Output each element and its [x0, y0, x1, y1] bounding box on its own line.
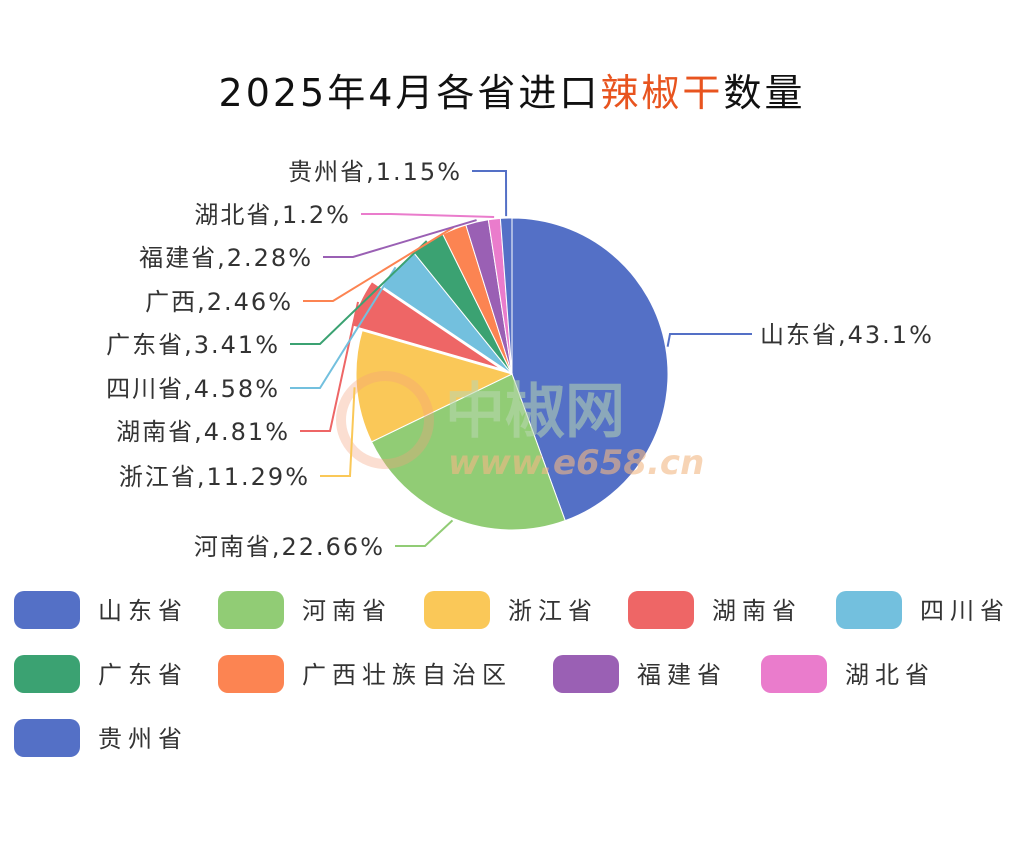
legend-swatch [836, 591, 902, 629]
label-leader-line [320, 387, 356, 477]
label-leader-line [323, 219, 477, 258]
legend-label: 四川省 [920, 597, 1010, 625]
legend-swatch [14, 719, 80, 757]
slice-label: 四川省,4.58% [106, 375, 280, 403]
label-leader-line [666, 333, 752, 347]
legend-label: 广西壮族自治区 [302, 661, 512, 689]
legend-swatch [14, 591, 80, 629]
legend-swatch [14, 655, 80, 693]
slice-label: 浙江省,11.29% [119, 463, 310, 491]
legend-item[interactable]: 广东省 [14, 655, 188, 693]
slice-label: 福建省,2.28% [139, 244, 313, 272]
legend-label: 湖南省 [712, 597, 802, 625]
pie-slice [370, 373, 566, 531]
label-leader-line [290, 240, 428, 345]
legend-swatch [761, 655, 827, 693]
watermark-logo-icon [336, 371, 434, 469]
legend-label: 贵州省 [98, 725, 188, 753]
pie-slice [499, 217, 513, 375]
pie-slice [511, 217, 669, 522]
chart-title-highlight: 辣椒干 [600, 71, 723, 115]
slice-label: 广西,2.46% [145, 288, 293, 316]
pie-labels: 山东省,43.1% 河南省,22.66% 浙江省,11.29% 湖南省,4.81% 四川… [106, 158, 934, 561]
legend-swatch [218, 591, 284, 629]
label-leader-line [303, 226, 454, 302]
watermark-name: 中椒网 [445, 377, 625, 447]
slice-label: 河南省,22.66% [194, 533, 385, 561]
pie-slice [355, 330, 514, 443]
slice-label: 湖北省,1.2% [194, 201, 351, 229]
legend-label: 河南省 [302, 597, 392, 625]
legend-item[interactable]: 河南省 [218, 591, 392, 629]
legend-item[interactable]: 山东省 [14, 591, 188, 629]
slice-label: 贵州省,1.15% [288, 158, 462, 186]
watermark: 中椒网 www.e658.cn [336, 371, 704, 483]
legend-item[interactable]: 湖南省 [628, 591, 802, 629]
label-leader-line [300, 301, 359, 432]
legend-label: 广东省 [98, 661, 188, 689]
pie-slice [350, 280, 502, 370]
chart-title: 2025年4月各省进口辣椒干数量 [219, 71, 806, 115]
legend-item[interactable]: 四川省 [836, 591, 1010, 629]
legend-swatch [218, 655, 284, 693]
label-leader-line [472, 170, 508, 217]
legend-swatch [553, 655, 619, 693]
label-leader-line [290, 266, 397, 389]
label-leader-line [361, 213, 495, 219]
legend-item[interactable]: 浙江省 [424, 591, 598, 629]
label-leader-line [395, 519, 454, 547]
slice-label: 山东省,43.1% [760, 321, 934, 349]
legend-label: 湖北省 [845, 661, 935, 689]
legend-item[interactable]: 贵州省 [14, 719, 188, 757]
slice-label: 湖南省,4.81% [116, 418, 290, 446]
legend-item[interactable]: 广西壮族自治区 [218, 655, 512, 693]
legend-label: 浙江省 [508, 597, 598, 625]
watermark-url: www.e658.cn [448, 443, 704, 483]
legend-item[interactable]: 湖北省 [761, 655, 935, 693]
slice-label: 广东省,3.41% [106, 331, 280, 359]
legend-swatch [424, 591, 490, 629]
legend-item[interactable]: 福建省 [553, 655, 727, 693]
chart-title-part2: 数量 [723, 71, 805, 115]
legend-swatch [628, 591, 694, 629]
legend-label: 福建省 [637, 661, 727, 689]
legend-label: 山东省 [98, 597, 188, 625]
chart-title-part1: 2025年4月各省进口 [219, 71, 601, 115]
